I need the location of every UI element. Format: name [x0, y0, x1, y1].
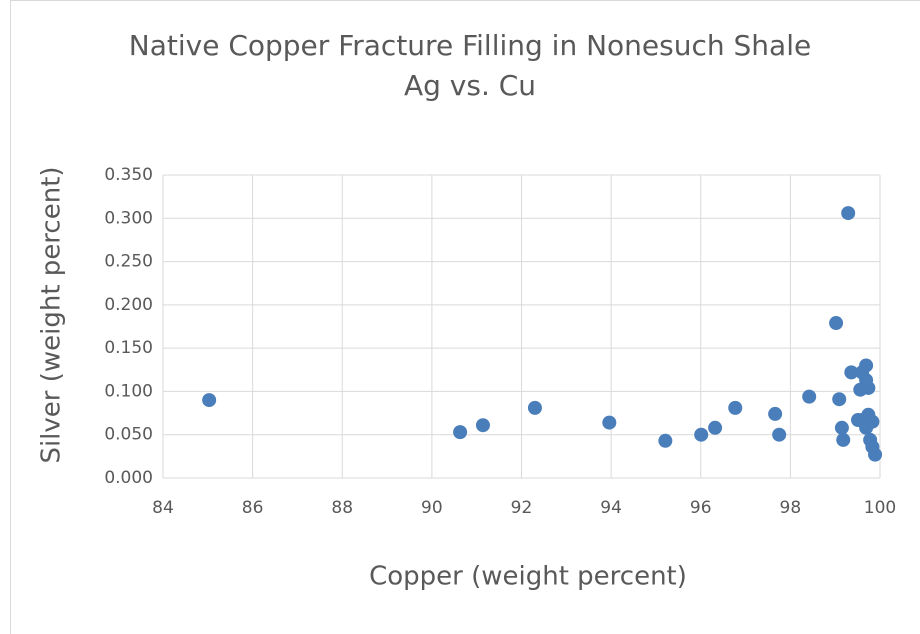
point — [475, 418, 490, 433]
x-tick-label: 94 — [600, 498, 622, 518]
y-tick-label: 0.200 — [104, 295, 153, 315]
x-tick-label: 98 — [780, 498, 802, 518]
x-tick-label: 96 — [690, 498, 712, 518]
point — [708, 420, 723, 435]
point — [829, 316, 844, 331]
point — [453, 425, 468, 440]
x-tick-label: 92 — [511, 498, 533, 518]
y-tick-label: 0.300 — [104, 208, 153, 228]
x-tick-label: 84 — [152, 498, 174, 518]
point — [859, 358, 874, 373]
y-tick-label: 0.050 — [104, 425, 153, 445]
chart-title-block: Native Copper Fracture Filling in Nonesu… — [120, 26, 820, 106]
y-tick-label: 0.350 — [104, 165, 153, 185]
point — [658, 433, 673, 448]
point — [868, 447, 883, 462]
chart-subtitle: Ag vs. Cu — [403, 69, 537, 102]
point — [836, 432, 851, 447]
point — [694, 427, 709, 442]
point — [772, 427, 787, 442]
y-tick-label: 0.150 — [104, 338, 153, 358]
y-tick-label: 0.100 — [104, 381, 153, 401]
chart-border — [10, 0, 920, 634]
x-tick-label: 88 — [331, 498, 353, 518]
x-tick-label: 100 — [864, 498, 896, 518]
x-axis-label: Copper (weight percent) — [369, 562, 687, 592]
point — [859, 415, 874, 430]
chart-title: Native Copper Fracture Filling in Nonesu… — [128, 29, 812, 62]
point — [202, 393, 217, 408]
y-tick-label: 0.250 — [104, 252, 153, 272]
point — [834, 420, 849, 435]
point — [602, 415, 617, 430]
point — [728, 400, 743, 415]
x-tick-label: 86 — [242, 498, 264, 518]
point — [859, 373, 874, 388]
point — [527, 400, 542, 415]
point — [802, 389, 817, 404]
x-tick-label: 90 — [421, 498, 443, 518]
y-tick-label: 0.000 — [104, 468, 153, 488]
point — [768, 406, 783, 421]
y-axis-label: Silver (weight percent) — [37, 166, 67, 463]
point — [841, 206, 856, 221]
point — [844, 365, 859, 380]
point — [832, 392, 847, 407]
